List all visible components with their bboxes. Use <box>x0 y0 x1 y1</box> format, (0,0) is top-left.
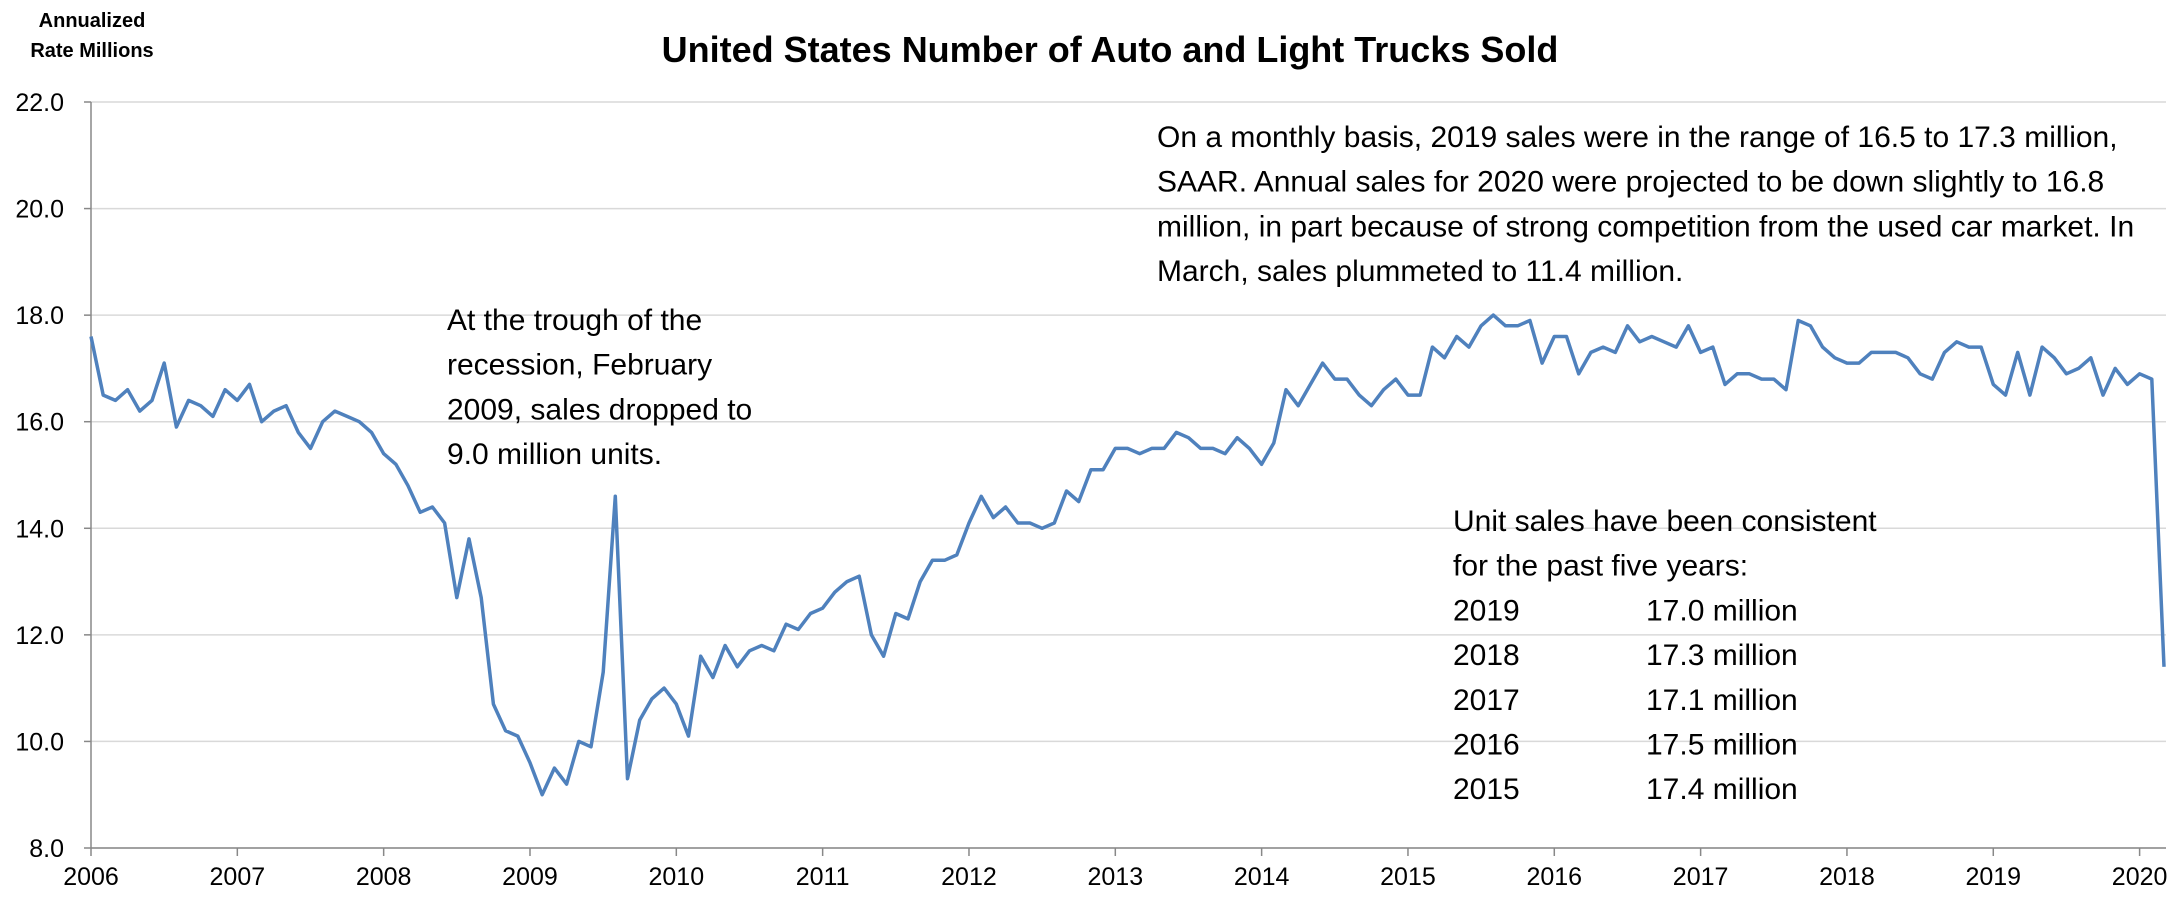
x-tick-label: 2019 <box>1965 863 2021 891</box>
annotation: Unit sales have been consistent <box>1453 505 1877 538</box>
y-tick-label: 12.0 <box>15 622 64 650</box>
annotation: March, sales plummeted to 11.4 million. <box>1157 255 1683 288</box>
y-tick-label: 16.0 <box>15 409 64 437</box>
y-tick-label: 14.0 <box>15 515 64 543</box>
x-tick-label: 2006 <box>63 863 119 891</box>
annotation: million, in part because of strong compe… <box>1157 210 2134 243</box>
annotation: 9.0 million units. <box>447 438 662 471</box>
x-tick-label: 2013 <box>1087 863 1143 891</box>
annotation: for the past five years: <box>1453 550 1748 583</box>
table-year: 2017 <box>1453 684 1520 717</box>
annotation: recession, February <box>447 349 712 382</box>
table-year: 2018 <box>1453 639 1520 672</box>
chart-title: United States Number of Auto and Light T… <box>662 29 1559 70</box>
table-value: 17.3 million <box>1646 639 1798 672</box>
x-tick-label: 2009 <box>502 863 558 891</box>
x-tick-label: 2011 <box>796 863 850 891</box>
x-tick-label: 2014 <box>1234 863 1290 891</box>
table-value: 17.4 million <box>1646 773 1798 806</box>
annotation: At the trough of the <box>447 304 702 337</box>
x-tick-label: 2010 <box>649 863 705 891</box>
y-axis-label: Annualized <box>39 10 146 32</box>
table-value: 17.5 million <box>1646 729 1798 762</box>
y-tick-label: 18.0 <box>15 302 64 330</box>
x-tick-label: 2020 <box>2112 863 2168 891</box>
table-value: 17.1 million <box>1646 684 1798 717</box>
y-tick-label: 8.0 <box>29 835 64 863</box>
y-tick-label: 10.0 <box>15 728 64 756</box>
x-tick-label: 2015 <box>1380 863 1436 891</box>
table-year: 2016 <box>1453 729 1520 762</box>
data-line <box>89 313 2166 797</box>
y-tick-label: 20.0 <box>15 196 64 224</box>
table-value: 17.0 million <box>1646 594 1798 627</box>
y-tick-label: 22.0 <box>15 89 64 117</box>
x-tick-label: 2017 <box>1673 863 1729 891</box>
table-year: 2019 <box>1453 594 1520 627</box>
table-year: 2015 <box>1453 773 1520 806</box>
x-tick-label: 2008 <box>356 863 412 891</box>
annotation: 2009, sales dropped to <box>447 393 752 426</box>
x-tick-label: 2018 <box>1819 863 1875 891</box>
y-axis-label: Rate Millions <box>30 40 153 62</box>
x-tick-label: 2007 <box>210 863 266 891</box>
annotation: On a monthly basis, 2019 sales were in t… <box>1157 121 2118 154</box>
x-tick-label: 2012 <box>941 863 997 891</box>
annotation: SAAR. Annual sales for 2020 were project… <box>1157 166 2104 199</box>
x-tick-label: 2016 <box>1526 863 1582 891</box>
